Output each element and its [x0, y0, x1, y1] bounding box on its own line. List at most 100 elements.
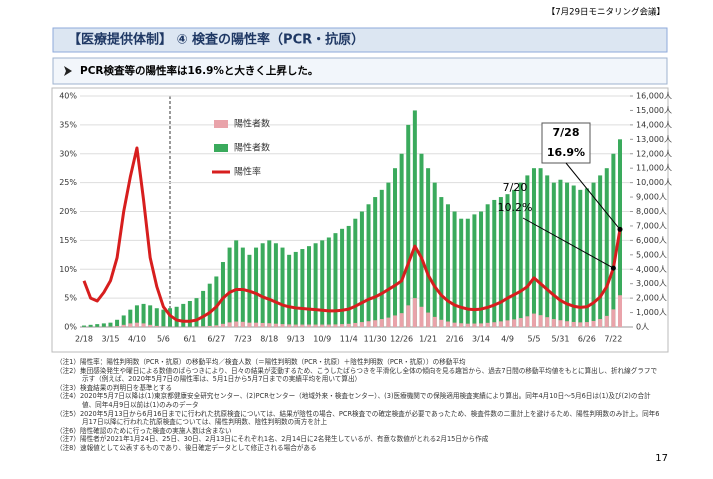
bar: [604, 168, 609, 327]
meeting-label: 【7月29日モニタリング会議】: [547, 7, 665, 18]
bar: [267, 323, 272, 327]
bar: [465, 218, 470, 327]
bar: [214, 276, 219, 327]
bar: [273, 243, 278, 327]
bar: [386, 182, 391, 327]
bar: [287, 324, 292, 327]
annotation-dot: [617, 226, 623, 232]
bar: [326, 237, 331, 327]
bar: [426, 312, 431, 327]
annotation-text: 7/20: [503, 181, 528, 194]
annotation-text: 16.9%: [547, 146, 585, 159]
x-tick-label: 7/23: [234, 335, 252, 344]
bar: [326, 324, 331, 327]
bar: [412, 298, 417, 327]
bar: [134, 305, 139, 327]
y2-tick-label: 14,000人: [636, 120, 672, 129]
bar: [512, 189, 517, 327]
bar: [618, 295, 622, 327]
bar: [531, 313, 536, 327]
bar: [247, 322, 252, 327]
bar: [333, 233, 338, 327]
x-tick-label: 5/31: [551, 335, 569, 344]
bar: [300, 249, 305, 327]
bar: [492, 322, 497, 327]
bar: [287, 254, 292, 327]
bar: [479, 211, 484, 327]
notes: （注1）陽性率：陽性判明数（PCR・抗原）の移動平均／検査人数（＝陽性判明数（P…: [56, 358, 662, 453]
y2-tick-label: 5,000人: [636, 250, 667, 259]
bar: [545, 317, 550, 327]
bar: [260, 243, 265, 327]
y-tick-label: 15%: [59, 236, 77, 245]
bar: [578, 189, 583, 327]
x-tick-label: 1/21: [419, 335, 437, 344]
bar: [220, 262, 225, 327]
bar: [432, 316, 437, 327]
bar: [128, 309, 133, 327]
bar: [300, 324, 305, 327]
y2-tick-label: 1,000人: [636, 308, 667, 317]
summary-box: [52, 57, 668, 85]
bar: [340, 324, 345, 327]
note: （注7）陽性者が2021年1月24日、25日、30日、2月13日にそれぞれ1名、…: [56, 435, 489, 444]
x-tick-label: 8/18: [260, 335, 278, 344]
bar: [551, 319, 556, 327]
bar: [598, 319, 603, 327]
bar: [584, 188, 589, 327]
bar: [386, 317, 391, 327]
bar: [306, 246, 311, 327]
bar: [254, 247, 259, 327]
bar: [168, 308, 173, 327]
bar: [393, 168, 398, 327]
y-tick-label: 0%: [64, 323, 77, 332]
annotation-arrow: [522, 217, 614, 269]
bar: [445, 204, 450, 327]
x-tick-label: 3/15: [101, 335, 119, 344]
y2-tick-label: 7,000人: [636, 221, 667, 230]
bar: [101, 323, 106, 327]
bar: [492, 199, 497, 327]
bar: [406, 305, 411, 327]
legend-swatch: [214, 144, 228, 152]
bar: [439, 319, 444, 327]
bar: [333, 324, 338, 327]
note: （注1）陽性率：陽性判明数（PCR・抗原）の移動平均／検査人数（＝陽性判明数（P…: [56, 358, 466, 366]
y-tick-label: 20%: [59, 207, 77, 216]
bar: [459, 218, 464, 327]
bar: [95, 324, 100, 327]
bar: [591, 182, 596, 327]
page-number: 17: [655, 453, 668, 464]
bar: [518, 318, 523, 327]
bar: [578, 322, 583, 327]
bar: [558, 320, 563, 327]
note: （注4）2020年5月7日以降は(1)東京都健康安全研究センター、(2)PCRセ…: [56, 392, 651, 409]
bar: [445, 321, 450, 327]
bar: [88, 324, 93, 327]
bar: [426, 168, 431, 327]
bar: [611, 153, 616, 327]
x-tick-label: 2/18: [75, 335, 93, 344]
summary: PCR検査等の陽性率は16.9%と大きく上昇した。: [80, 64, 318, 77]
slide-title: 【医療提供体制】 ④ 検査の陽性率（PCR・抗原）: [68, 32, 364, 48]
bar: [207, 283, 212, 327]
bar: [465, 323, 470, 327]
bar: [280, 247, 285, 327]
bar: [220, 323, 225, 327]
bar: [108, 322, 113, 327]
note: （注8）速報値として公表するものであり、後日確定データとして修正される場合がある: [56, 443, 317, 452]
y2-tick-label: 16,000人: [636, 92, 672, 101]
bar: [611, 309, 616, 327]
bar: [419, 306, 424, 327]
bar: [525, 175, 530, 327]
bar: [406, 124, 411, 327]
bar: [525, 316, 530, 327]
note: （注2）集団感染発生や曜日による数値のばらつきにより、日々の結果が変動するため、…: [56, 366, 658, 384]
bar: [115, 319, 120, 327]
bar: [505, 194, 510, 327]
bullet: [64, 66, 72, 76]
bar: [439, 197, 444, 327]
bar: [320, 240, 325, 327]
bar: [379, 189, 384, 327]
